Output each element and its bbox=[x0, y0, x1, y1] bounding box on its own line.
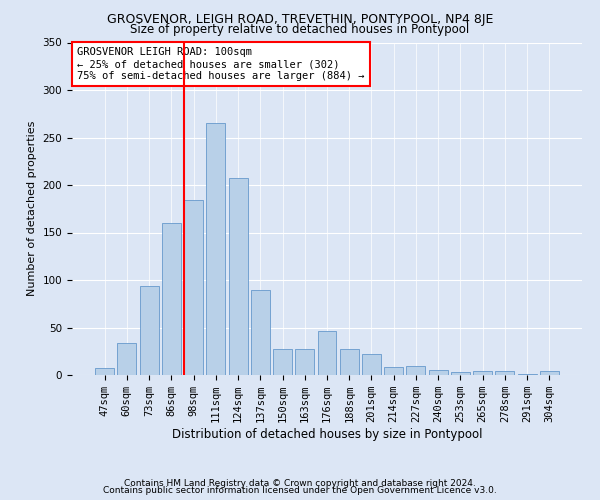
Bar bbox=[473, 371, 492, 375]
Bar bbox=[251, 290, 270, 375]
Bar bbox=[317, 332, 337, 375]
Bar bbox=[518, 374, 536, 375]
Bar bbox=[206, 123, 225, 375]
Bar bbox=[273, 350, 292, 375]
Bar bbox=[184, 200, 203, 375]
Text: GROSVENOR LEIGH ROAD: 100sqm
← 25% of detached houses are smaller (302)
75% of s: GROSVENOR LEIGH ROAD: 100sqm ← 25% of de… bbox=[77, 48, 365, 80]
Y-axis label: Number of detached properties: Number of detached properties bbox=[27, 121, 37, 296]
Bar bbox=[451, 372, 470, 375]
Text: Contains public sector information licensed under the Open Government Licence v3: Contains public sector information licen… bbox=[103, 486, 497, 495]
Bar bbox=[95, 368, 114, 375]
Bar bbox=[140, 286, 158, 375]
Bar bbox=[229, 178, 248, 375]
X-axis label: Distribution of detached houses by size in Pontypool: Distribution of detached houses by size … bbox=[172, 428, 482, 441]
Bar bbox=[362, 354, 381, 375]
Text: Size of property relative to detached houses in Pontypool: Size of property relative to detached ho… bbox=[130, 22, 470, 36]
Bar bbox=[162, 223, 181, 375]
Bar bbox=[540, 371, 559, 375]
Bar bbox=[295, 350, 314, 375]
Bar bbox=[340, 350, 359, 375]
Bar bbox=[118, 342, 136, 375]
Text: GROSVENOR, LEIGH ROAD, TREVETHIN, PONTYPOOL, NP4 8JE: GROSVENOR, LEIGH ROAD, TREVETHIN, PONTYP… bbox=[107, 12, 493, 26]
Text: Contains HM Land Registry data © Crown copyright and database right 2024.: Contains HM Land Registry data © Crown c… bbox=[124, 478, 476, 488]
Bar bbox=[406, 366, 425, 375]
Bar bbox=[384, 368, 403, 375]
Bar bbox=[496, 371, 514, 375]
Bar bbox=[429, 370, 448, 375]
